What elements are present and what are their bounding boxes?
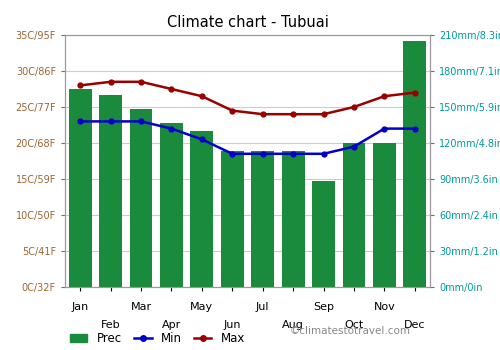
Text: ©climatestotravel.com: ©climatestotravel.com (290, 326, 411, 336)
Bar (160, 122, 183, 287)
Text: Oct: Oct (344, 320, 364, 330)
Text: Jul: Jul (256, 302, 270, 312)
Text: Apr: Apr (162, 320, 181, 330)
Text: Mar: Mar (130, 302, 152, 312)
Bar (404, 41, 426, 287)
Text: Aug: Aug (282, 320, 304, 330)
Bar (252, 152, 274, 287)
Text: May: May (190, 302, 214, 312)
Text: Jan: Jan (72, 302, 89, 312)
Bar (312, 181, 335, 287)
Title: Climate chart - Tubuai: Climate chart - Tubuai (166, 15, 328, 30)
Text: Nov: Nov (374, 302, 395, 312)
Bar (69, 89, 92, 287)
Text: Sep: Sep (313, 302, 334, 312)
Legend: Prec, Min, Max: Prec, Min, Max (65, 328, 250, 350)
Text: Dec: Dec (404, 320, 425, 330)
Bar (342, 143, 365, 287)
Text: Feb: Feb (101, 320, 120, 330)
Bar (373, 143, 396, 287)
Bar (282, 152, 304, 287)
Bar (99, 95, 122, 287)
Bar (190, 131, 214, 287)
Text: Jun: Jun (224, 320, 241, 330)
Bar (221, 152, 244, 287)
Bar (130, 110, 152, 287)
